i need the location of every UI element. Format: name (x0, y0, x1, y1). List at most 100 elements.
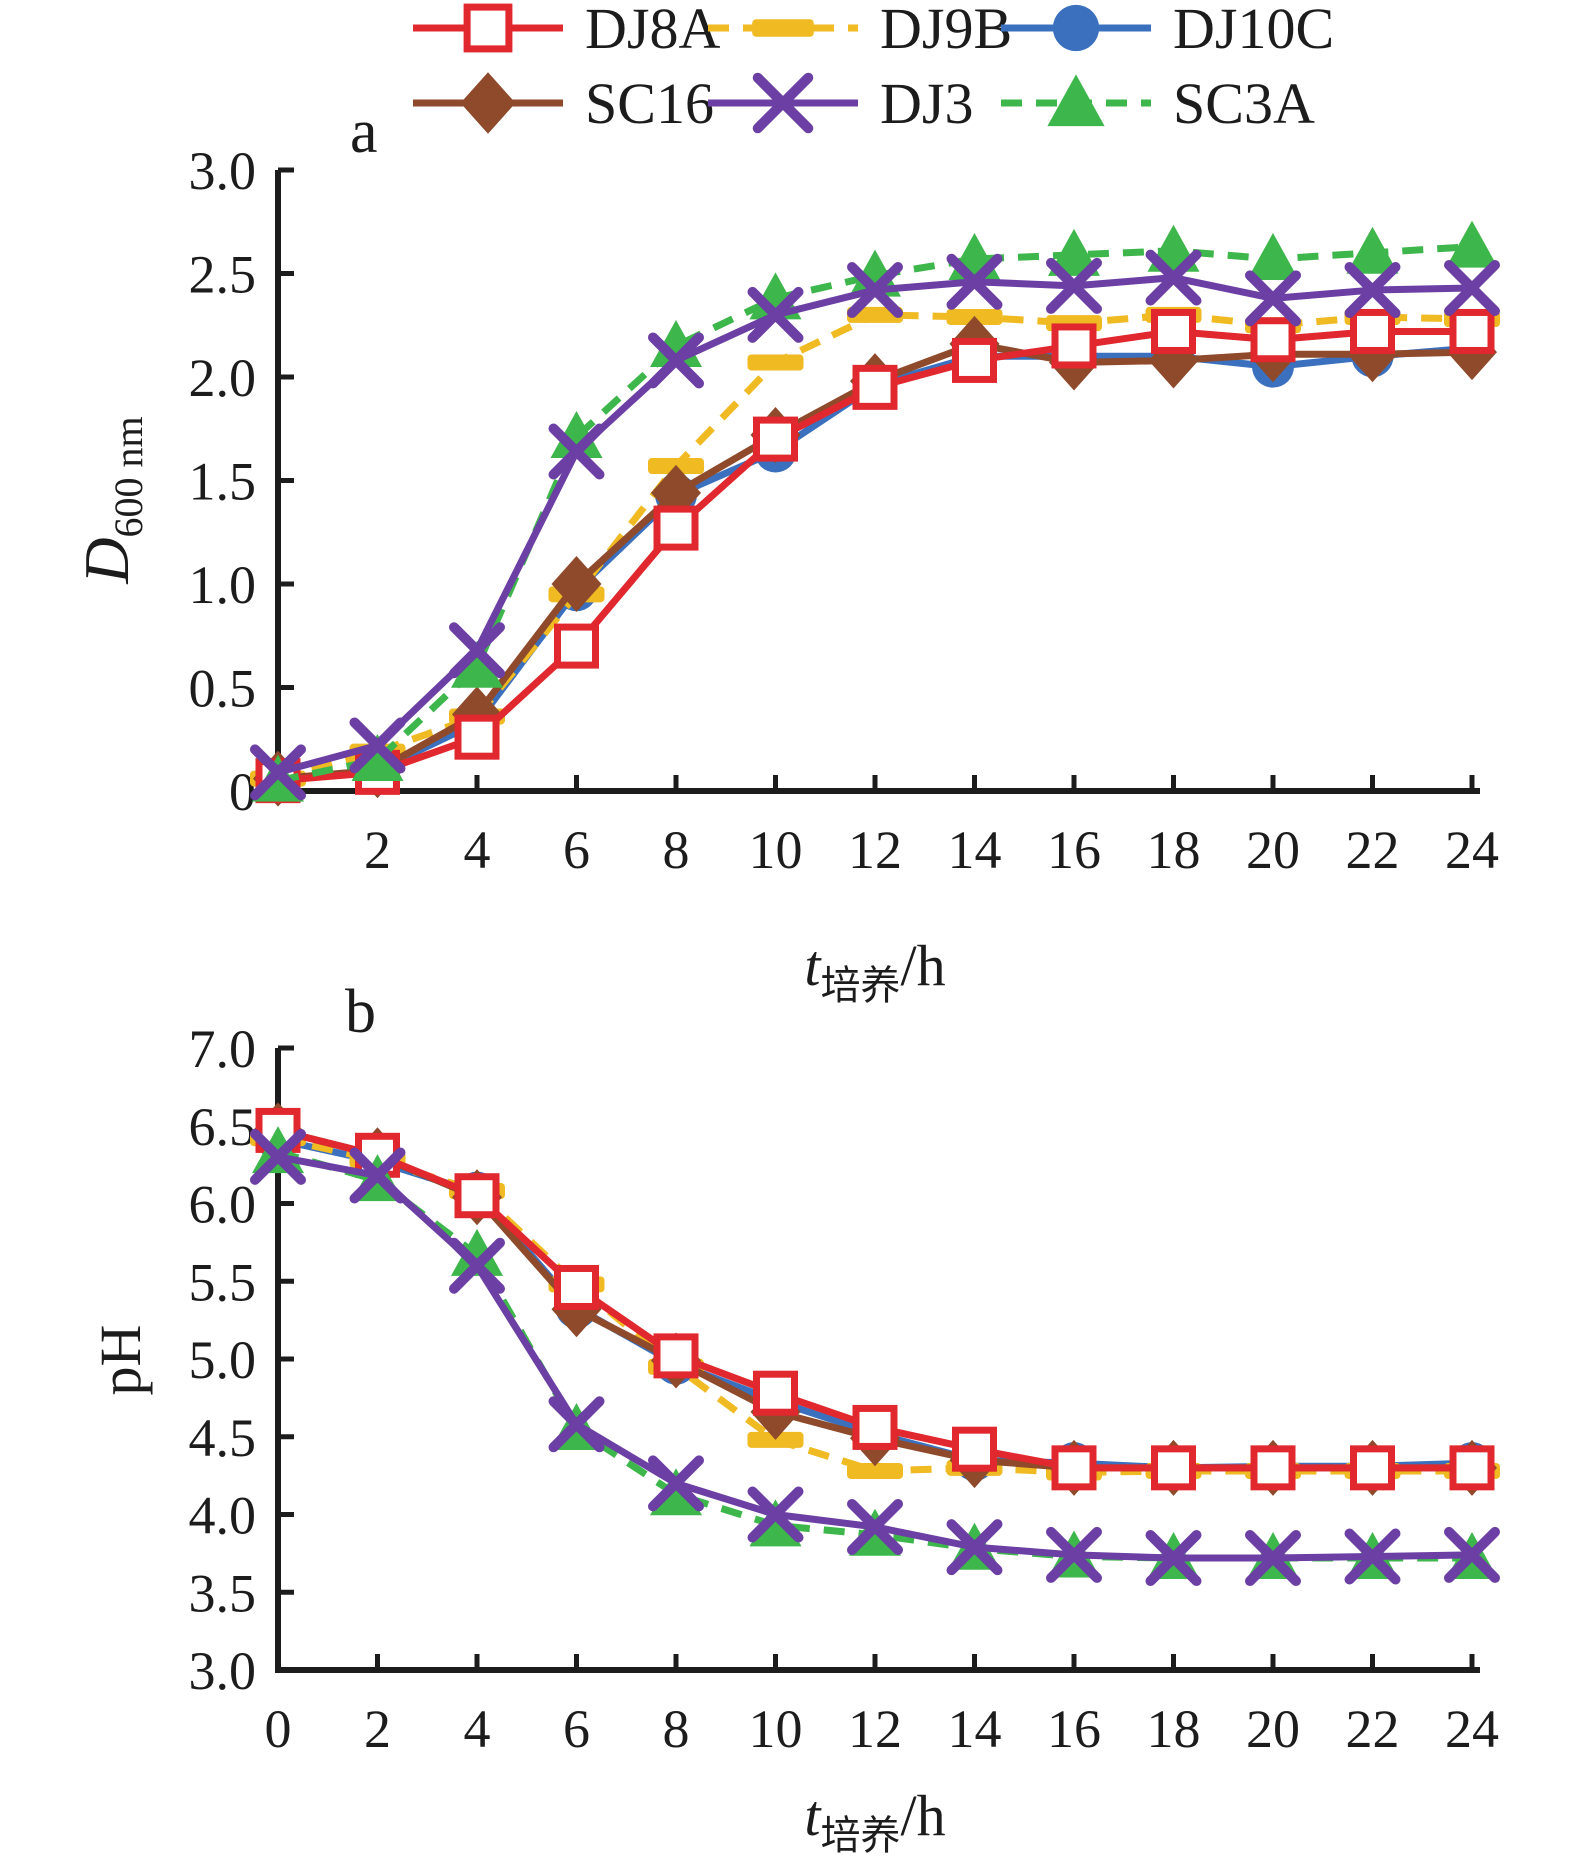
marker-x (1145, 1530, 1202, 1587)
x-tick-label: 10 (749, 1699, 803, 1759)
chart-b-axes: 0 2 4 6 8 10 12 14 16 18 20 22 243.03.54.04.55.05.56… (189, 1019, 1500, 1759)
x-tick-label: 24 (1445, 820, 1499, 880)
series-markers-DJ8A (255, 308, 1495, 804)
marker-x (1444, 259, 1500, 316)
marker-x (847, 1498, 903, 1555)
x-tick-label: 4 (464, 1699, 491, 1759)
legend-label-DJ9B: DJ9B (880, 0, 1012, 61)
panel-b-label: b (345, 978, 376, 1046)
marker-triangle (1346, 226, 1399, 274)
x-tick-label: 6 (563, 820, 590, 880)
marker-x (752, 72, 814, 134)
chart-a: 2 4 6 8 10 12 14 16 18 20 22 2400.51.01.52.02.53.0 … (71, 98, 1500, 1008)
marker-square-open (852, 364, 898, 410)
panel-a-label: a (350, 98, 378, 166)
marker-square-open (1051, 1445, 1097, 1491)
x-tick-label: 0 (265, 1699, 292, 1759)
y-tick-label: 2.5 (189, 245, 257, 305)
marker-square-open (1250, 317, 1296, 363)
marker-square-open (753, 416, 798, 462)
marker-x (548, 1396, 605, 1453)
marker-square-open (454, 1173, 500, 1219)
y-tick-label: 4.0 (189, 1486, 257, 1546)
marker-square-open (653, 1333, 699, 1379)
x-tick-label: 6 (563, 1699, 590, 1759)
y-tick-label: 7.0 (189, 1019, 257, 1079)
chart-a-x-axis-title: t培养/h (804, 933, 945, 1008)
legend-item-DJ3: DJ3 (708, 71, 973, 136)
marker-triangle (550, 411, 603, 459)
y-tick-label: 3.0 (189, 1641, 257, 1701)
chart-a-plot (250, 220, 1500, 807)
marker-x (946, 253, 1003, 310)
marker-x (349, 1147, 406, 1204)
marker-x (648, 332, 704, 389)
marker-triangle (1047, 74, 1105, 127)
x-tick-label: 8 (663, 820, 690, 880)
x-title-b-main: t (804, 1783, 822, 1848)
y-tick-label: 5.0 (189, 1330, 257, 1390)
x-title-a-unit: /h (901, 933, 946, 998)
marker-x (1245, 270, 1301, 327)
x-tick-label: 4 (464, 820, 491, 880)
marker-triangle (451, 640, 503, 688)
marker-x (648, 1455, 704, 1512)
marker-x (250, 1128, 306, 1185)
marker-x (250, 744, 306, 801)
marker-x (1245, 1530, 1301, 1587)
marker-x (1444, 1526, 1500, 1583)
marker-square-open (952, 337, 997, 383)
marker-dash (752, 19, 814, 37)
x-tick-label: 10 (749, 820, 803, 880)
marker-square-open (1051, 323, 1097, 369)
chart-b-y-axis-title: pH (88, 1325, 153, 1396)
x-tick-label: 24 (1445, 1699, 1499, 1759)
x-tick-label: 2 (364, 1699, 391, 1759)
x-tick-label: 22 (1346, 1699, 1400, 1759)
marker-square-open (952, 1426, 997, 1472)
series-markers-DJ3 (250, 249, 1500, 801)
x-tick-label: 20 (1246, 820, 1300, 880)
x-tick-label: 8 (663, 1699, 690, 1759)
y-tick-label: 6.5 (189, 1097, 257, 1157)
x-tick-label: 16 (1047, 820, 1101, 880)
x-tick-label: 14 (948, 1699, 1002, 1759)
y-title-a-sub: 600 nm (106, 416, 151, 537)
x-title-b-unit: /h (901, 1783, 946, 1848)
chart-b: 0 2 4 6 8 10 12 14 16 18 20 22 243.03.54.04.55.05.56… (88, 978, 1500, 1858)
marker-dash (747, 354, 804, 371)
legend: DJ8A DJ9B DJ10C SC16 DJ3 SC3A (413, 0, 1334, 136)
marker-square-open (1449, 308, 1495, 354)
marker-square-open (653, 505, 699, 551)
marker-x (449, 1237, 505, 1294)
marker-x (1145, 249, 1202, 306)
marker-square-open (1350, 308, 1395, 354)
x-tick-label: 12 (848, 820, 902, 880)
marker-square-open (454, 714, 500, 760)
legend-item-SC3A: SC3A (1001, 71, 1315, 136)
x-tick-label: 20 (1246, 1699, 1300, 1759)
x-title-a-sub: 培养 (821, 963, 901, 1008)
x-tick-label: 2 (364, 820, 391, 880)
marker-triangle (650, 1468, 702, 1516)
marker-triangle (749, 1499, 802, 1547)
marker-triangle (1446, 220, 1498, 268)
marker-triangle (351, 733, 404, 781)
x-tick-label: 22 (1346, 820, 1400, 880)
x-title-b-sub: 培养 (821, 1813, 901, 1858)
marker-square-open (1449, 1445, 1495, 1491)
marker-triangle (849, 249, 901, 297)
marker-circle (1052, 4, 1100, 52)
y-tick-label: 4.5 (189, 1408, 257, 1468)
marker-square-open (554, 623, 599, 669)
chart-a-y-axis-title: D600 nm (71, 416, 151, 584)
marker-x (1344, 262, 1401, 319)
series-markers-SC3A (252, 1126, 1498, 1580)
marker-diamond (460, 72, 516, 134)
marker-square-open (463, 3, 513, 53)
y-tick-label: 1.0 (189, 555, 257, 615)
marker-square-open (1151, 308, 1196, 354)
